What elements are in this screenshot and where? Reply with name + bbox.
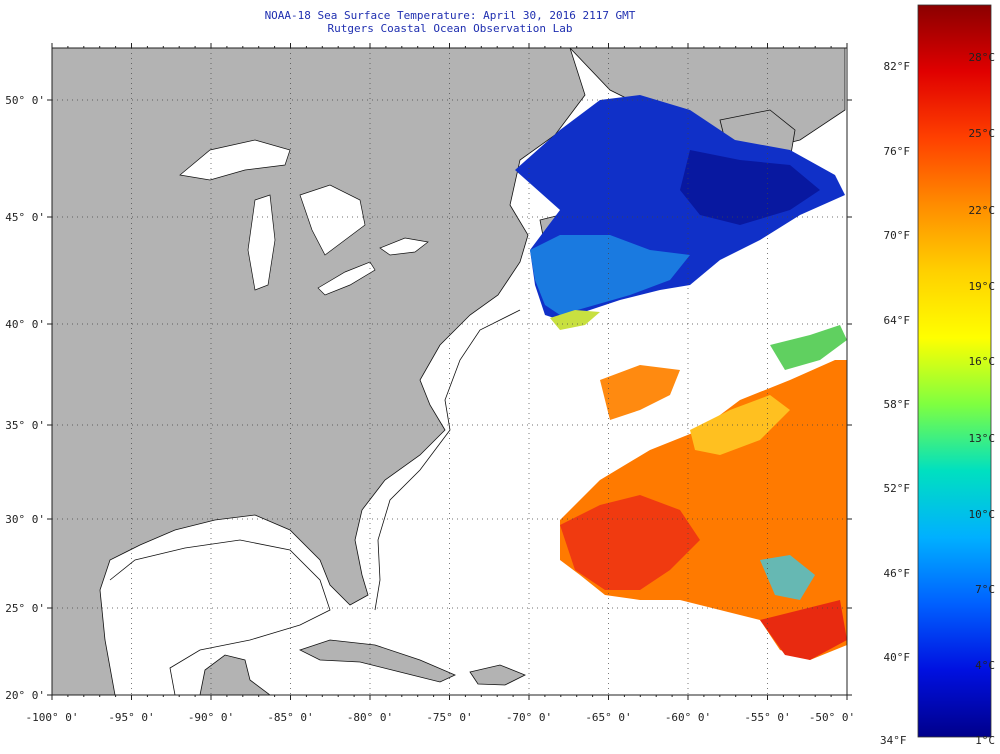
lat-tick-label: 50° 0' [5, 94, 45, 107]
map-title: NOAA-18 Sea Surface Temperature: April 3… [264, 9, 636, 22]
colorbar-f-label: 52°F [884, 482, 911, 495]
latitude-labels: 20° 0' 25° 0' 30° 0' 35° 0' 40° 0' 45° 0' 50° … [5, 94, 45, 702]
lat-tick-label: 25° 0' [5, 602, 45, 615]
colorbar-f-label: 40°F [884, 651, 911, 664]
lon-tick-label: -60° 0' [665, 711, 711, 724]
colorbar-f-label: 82°F [884, 60, 911, 73]
sst-green-northeast [770, 325, 847, 370]
lon-tick-label: -80° 0' [347, 711, 393, 724]
sst-cyan-cloud-edge [760, 555, 815, 600]
lake-michigan [247, 194, 276, 291]
lat-tick-label: 20° 0' [5, 689, 45, 702]
colorbar-c-label: 16°C [969, 355, 996, 368]
sst-red-southeast [760, 600, 847, 660]
lon-tick-label: -65° 0' [585, 711, 631, 724]
hispaniola-land [469, 664, 526, 686]
lon-tick-label: -75° 0' [426, 711, 472, 724]
lake-ontario [379, 237, 429, 256]
colorbar-c-label: 1°C [975, 734, 995, 747]
lon-tick-label: -100° 0' [26, 711, 79, 724]
sst-warm-swath [600, 365, 680, 420]
sst-yellow-band [690, 395, 790, 455]
lake-erie [317, 261, 376, 296]
colorbar-c-label: 13°C [969, 432, 996, 445]
shelf-contour [374, 309, 521, 611]
colorbar-c-label: 22°C [969, 204, 996, 217]
colorbar-min-f-label: 34°F [880, 734, 907, 747]
colorbar-c-label: 25°C [969, 127, 996, 140]
colorbar-f-label: 64°F [884, 314, 911, 327]
frame-ticks [47, 43, 852, 700]
lon-tick-label: -95° 0' [108, 711, 154, 724]
lon-tick-label: -55° 0' [744, 711, 790, 724]
colorbar-c-label: 7°C [975, 583, 995, 596]
colorbar-labels: 82°F 76°F 70°F 64°F 58°F 52°F 46°F 40°F 28°C 25°C… [884, 51, 996, 747]
colorbar-f-label: 76°F [884, 145, 911, 158]
colorbar-c-label: 19°C [969, 280, 996, 293]
lon-tick-label: -90° 0' [188, 711, 234, 724]
lat-tick-label: 40° 0' [5, 318, 45, 331]
lon-tick-label: -70° 0' [506, 711, 552, 724]
sst-cool-patch [530, 235, 690, 315]
colorbar-c-label: 10°C [969, 508, 996, 521]
colorbar-c-label: 28°C [969, 51, 996, 64]
colorbar-c-label: 4°C [975, 659, 995, 672]
gulf-contour [109, 539, 331, 695]
lake-huron [299, 184, 366, 256]
lat-tick-label: 35° 0' [5, 419, 45, 432]
map-subtitle: Rutgers Coastal Ocean Observation Lab [327, 22, 573, 35]
lon-tick-label: -85° 0' [267, 711, 313, 724]
sst-deep-blue-patch [680, 150, 820, 225]
colorbar-f-label: 58°F [884, 398, 911, 411]
longitude-labels: -100° 0' -95° 0' -90° 0' -85° 0' -80° 0' -75°… [26, 711, 856, 724]
sst-red-core [560, 495, 700, 590]
north-america-land [52, 48, 586, 695]
lat-tick-label: 45° 0' [5, 211, 45, 224]
colorbar-f-label: 46°F [884, 567, 911, 580]
sst-green-edge [550, 310, 600, 330]
colorbar-f-label: 70°F [884, 229, 911, 242]
cuba-land [298, 639, 456, 683]
colorbar [917, 4, 992, 738]
lake-superior [179, 139, 291, 181]
yucatan-land [199, 654, 271, 695]
lat-tick-label: 30° 0' [5, 513, 45, 526]
lon-tick-label: -50° 0' [809, 711, 855, 724]
